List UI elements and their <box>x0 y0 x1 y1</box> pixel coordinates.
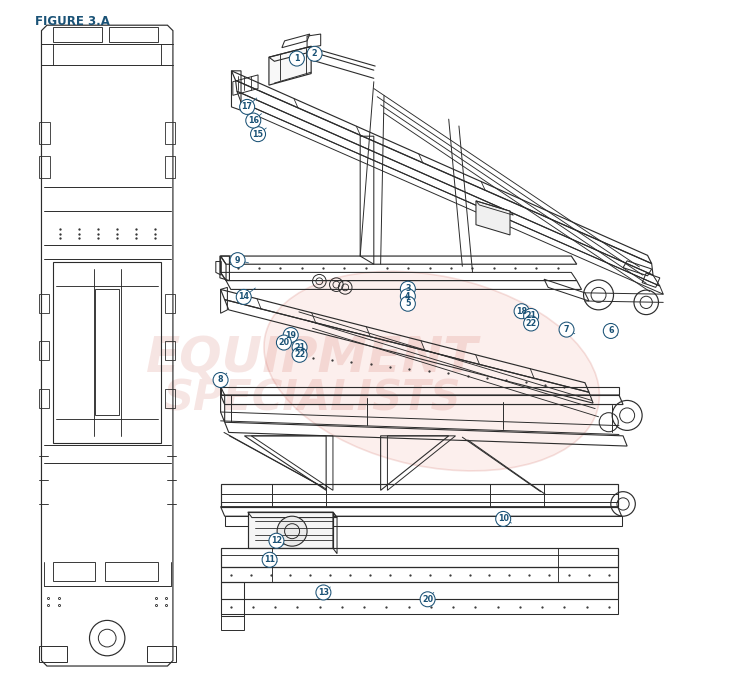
Circle shape <box>250 127 266 142</box>
Text: FIGURE 3.A: FIGURE 3.A <box>35 15 110 28</box>
Circle shape <box>289 51 305 66</box>
Text: 11: 11 <box>264 555 275 565</box>
Circle shape <box>514 304 529 319</box>
Text: 9: 9 <box>235 255 240 265</box>
Circle shape <box>400 289 415 304</box>
Text: 19: 19 <box>286 330 297 340</box>
Text: 1: 1 <box>294 54 299 63</box>
Text: 13: 13 <box>318 588 329 597</box>
Circle shape <box>277 335 291 350</box>
Circle shape <box>236 289 251 304</box>
Circle shape <box>495 511 511 526</box>
Text: 7: 7 <box>564 325 570 334</box>
Circle shape <box>292 347 307 362</box>
Polygon shape <box>269 46 311 85</box>
Circle shape <box>400 296 415 311</box>
Circle shape <box>213 373 228 387</box>
Text: 18: 18 <box>516 306 527 316</box>
Polygon shape <box>476 201 510 235</box>
Circle shape <box>283 328 298 343</box>
Circle shape <box>523 308 539 323</box>
Text: 8: 8 <box>218 375 223 385</box>
Circle shape <box>277 516 307 546</box>
Text: 16: 16 <box>248 116 259 125</box>
Text: 22: 22 <box>526 319 537 328</box>
Circle shape <box>523 316 539 331</box>
Circle shape <box>559 322 574 337</box>
Circle shape <box>269 533 284 548</box>
Text: 17: 17 <box>241 102 252 112</box>
Text: SPECIALISTS: SPECIALISTS <box>164 377 461 419</box>
Text: 15: 15 <box>252 129 264 139</box>
Text: 21: 21 <box>294 343 305 352</box>
Polygon shape <box>248 512 333 548</box>
Circle shape <box>292 340 307 355</box>
Circle shape <box>307 46 322 61</box>
Circle shape <box>246 113 261 128</box>
Text: 22: 22 <box>294 350 305 360</box>
Text: 5: 5 <box>405 299 410 308</box>
Text: 2: 2 <box>312 49 317 59</box>
Text: EQUIPMENT: EQUIPMENT <box>146 334 479 381</box>
Text: 20: 20 <box>278 338 289 347</box>
Text: 21: 21 <box>526 311 537 321</box>
Text: 12: 12 <box>271 536 282 545</box>
Ellipse shape <box>264 272 600 471</box>
Text: 20: 20 <box>422 595 433 604</box>
Text: 3: 3 <box>405 284 410 294</box>
Text: 6: 6 <box>608 326 614 336</box>
Circle shape <box>316 585 331 600</box>
Circle shape <box>240 99 255 114</box>
Text: 10: 10 <box>498 514 509 524</box>
Circle shape <box>420 592 435 607</box>
Text: 4: 4 <box>405 291 410 301</box>
Circle shape <box>230 253 245 268</box>
Circle shape <box>603 323 618 338</box>
Circle shape <box>262 552 277 567</box>
Text: 14: 14 <box>239 292 250 302</box>
Circle shape <box>400 281 415 296</box>
